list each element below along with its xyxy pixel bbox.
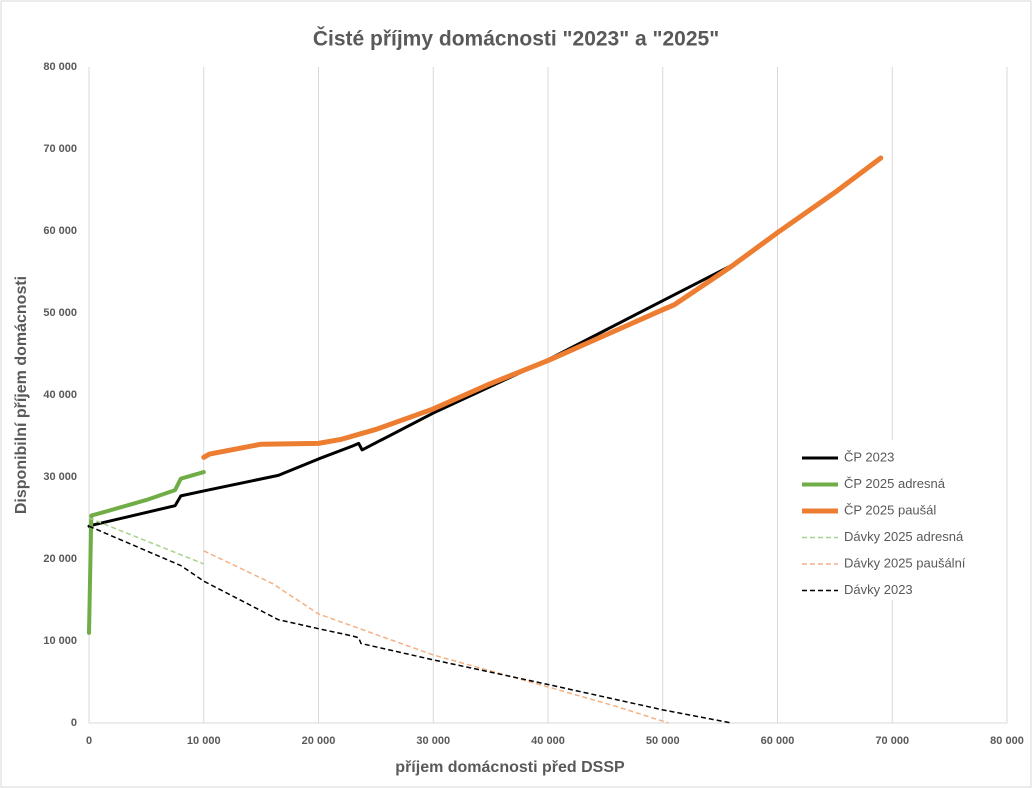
legend-label: ČP 2025 paušál [844,502,936,517]
series-line [88,517,205,565]
x-tick-label: 50 000 [646,735,680,747]
legend-label: ČP 2023 [844,449,894,464]
x-tick-label: 30 000 [416,735,450,747]
x-tick-label: 70 000 [875,735,909,747]
y-axis-label: Disponibilní příjem domácnosti [13,276,30,514]
chart-title: Čisté příjmy domácnosti "2023" a "2025" [313,27,719,51]
x-tick-label: 80 000 [990,735,1024,747]
y-tick-label: 30 000 [43,471,77,483]
x-tick-label: 60 000 [761,735,795,747]
legend-label: Dávky 2023 [844,582,913,597]
y-tick-label: 80 000 [43,61,77,73]
x-tick-label: 10 000 [187,735,221,747]
legend-box [778,440,1000,600]
y-tick-label: 70 000 [43,143,77,155]
legend-label: Dávky 2025 paušální [844,555,966,570]
x-tick-label: 0 [86,735,92,747]
x-tick-label: 20 000 [302,735,336,747]
series-line [88,525,732,724]
legend-label: Dávky 2025 adresná [844,529,964,544]
x-axis-label: příjem domácnosti před DSSP [395,759,625,776]
x-tick-label: 40 000 [531,735,565,747]
series-line [201,155,884,460]
y-tick-label: 10 000 [43,635,77,647]
y-tick-label: 40 000 [43,389,77,401]
y-tick-label: 60 000 [43,225,77,237]
y-tick-label: 0 [71,717,77,729]
series-line [87,470,206,635]
legend-label: ČP 2025 adresná [844,476,946,491]
y-tick-label: 20 000 [43,553,77,565]
y-tick-label: 50 000 [43,307,77,319]
